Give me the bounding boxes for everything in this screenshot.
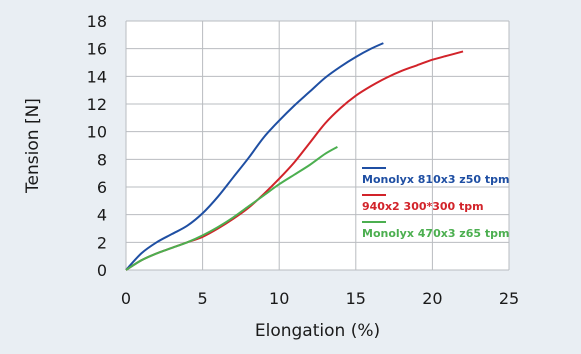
x-tick-label: 15	[346, 289, 366, 308]
y-tick-label: 12	[87, 95, 107, 114]
series-line-3	[125, 146, 338, 271]
legend: Monolyx 810x3 z50 tpm 940x2 300*300 tpm Mo…	[362, 167, 509, 240]
plot-background	[126, 21, 509, 270]
legend-label: Monolyx 810x3 z50 tpm	[362, 173, 509, 186]
x-axis-label: Elongation (%)	[255, 321, 380, 341]
y-tick-label: 6	[97, 178, 107, 197]
axes: 0 5 10 15 20 25 0 2 4 6 8 10 12 14 16 18	[87, 12, 520, 308]
x-tick-label: 0	[121, 289, 131, 308]
legend-label: 940x2 300*300 tpm	[362, 200, 484, 213]
legend-label: Monolyx 470x3 z65 tpm	[362, 227, 509, 240]
x-tick-label: 20	[422, 289, 442, 308]
x-tick-label: 10	[269, 289, 289, 308]
y-tick-label: 0	[97, 261, 107, 280]
y-tick-label: 14	[87, 67, 107, 86]
x-tick-label: 25	[499, 289, 519, 308]
y-tick-label: 4	[97, 206, 107, 225]
y-tick-label: 10	[87, 123, 107, 142]
y-tick-label: 18	[87, 12, 107, 31]
y-tick-label: 8	[97, 150, 107, 169]
y-axis-label: Tension [N]	[23, 98, 43, 194]
series-lines	[125, 42, 464, 271]
series-line-1	[125, 42, 384, 271]
y-tick-label: 16	[87, 40, 107, 59]
y-tick-label: 2	[97, 233, 107, 252]
x-tick-label: 5	[198, 289, 208, 308]
